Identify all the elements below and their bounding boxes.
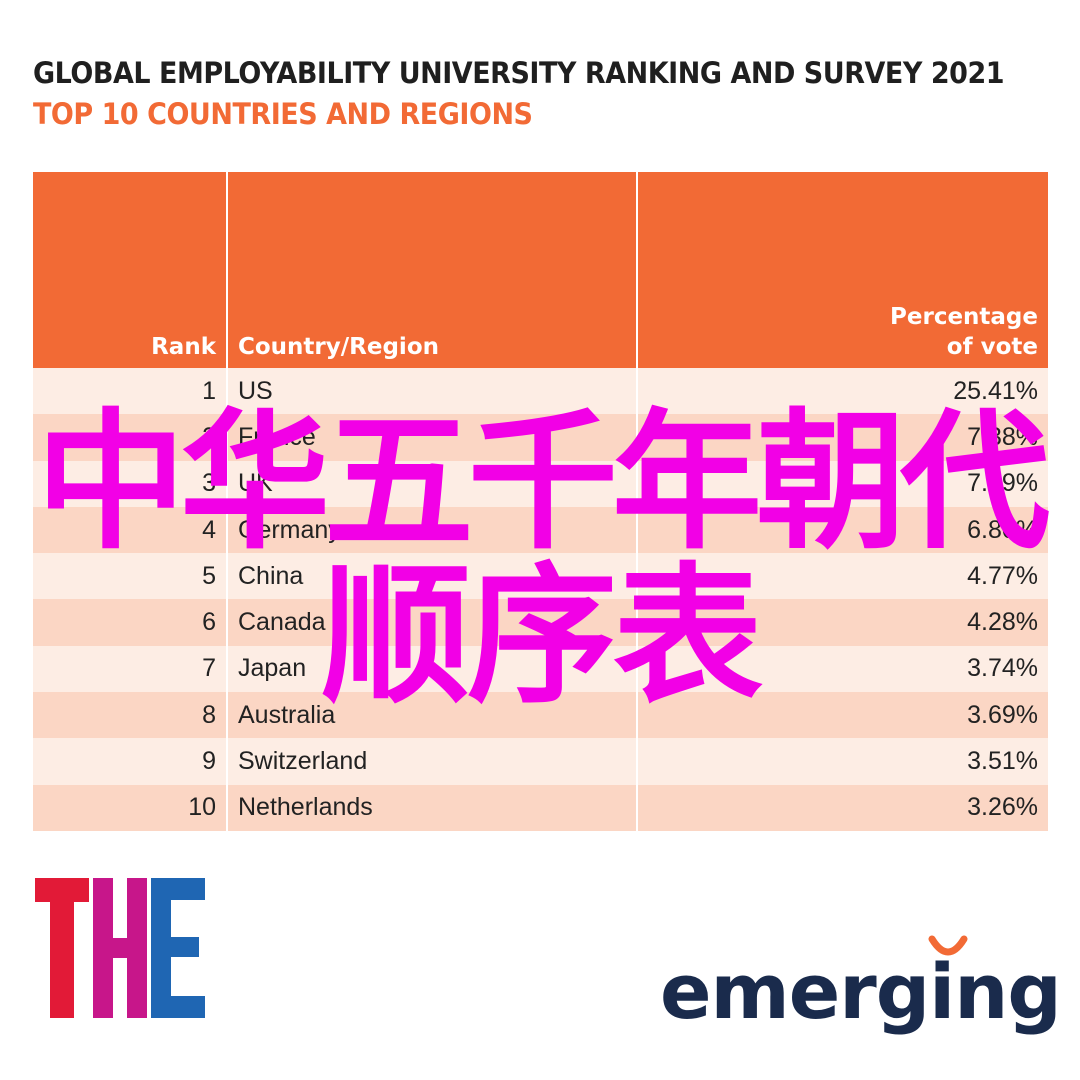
percentage-cell: 6.80% — [636, 506, 1048, 554]
country-cell: France — [226, 414, 636, 461]
the-t-stem — [50, 878, 74, 1018]
percentage-cell: 4.28% — [636, 599, 1048, 646]
rank-cell: 5 — [202, 561, 216, 590]
rank-cell: 9 — [202, 747, 216, 776]
table-row: 10 Netherlands 3.26% — [33, 784, 1048, 831]
rank-cell: 10 — [188, 793, 216, 822]
country-cell: UK — [226, 460, 636, 507]
table-row: 2 France 7.38% — [33, 414, 1048, 461]
table-row: 6 Canada 4.28% — [33, 599, 1048, 646]
country-cell: China — [226, 553, 636, 600]
table-row: 9 Switzerland 3.51% — [33, 738, 1048, 785]
emerging-smile-icon — [928, 935, 968, 956]
the-e-bottom — [151, 996, 205, 1018]
the-e-top — [151, 878, 205, 900]
rank-cell: 3 — [202, 469, 216, 498]
country-cell: Japan — [226, 645, 636, 693]
percentage-cell: 3.74% — [636, 645, 1048, 693]
header-percentage-label: Percentage of vote — [890, 304, 1038, 360]
table-row: 1 US 25.41% — [33, 368, 1048, 415]
ranking-table: Rank Country/Region Percentage of vote 1… — [33, 172, 1048, 831]
percentage-cell: 3.69% — [636, 692, 1048, 739]
the-h-bar — [93, 938, 147, 958]
the-logo: T H E — [35, 878, 205, 1018]
percentage-cell: 25.41% — [636, 368, 1048, 415]
smile-path — [928, 935, 968, 956]
table-row: 3 UK 7.29% — [33, 460, 1048, 507]
rank-cell: 7 — [202, 654, 216, 683]
the-letter-e: E — [151, 878, 205, 1018]
table-row: 4 Germany 6.80% — [33, 506, 1048, 554]
the-letter-t: T — [35, 878, 89, 1018]
percentage-cell: 3.51% — [636, 738, 1048, 785]
table-header: Rank Country/Region Percentage of vote — [33, 172, 1048, 368]
header-percentage: Percentage of vote — [636, 172, 1048, 368]
the-letter-h: H — [93, 878, 147, 1018]
country-cell: US — [226, 368, 636, 415]
the-h-glyph: H — [120, 1013, 121, 1015]
table-row: 8 Australia 3.69% — [33, 692, 1048, 739]
country-cell: Netherlands — [226, 784, 636, 831]
rank-cell: 4 — [202, 515, 216, 544]
percentage-cell: 7.29% — [636, 460, 1048, 507]
percentage-cell: 3.26% — [636, 784, 1048, 831]
table-row: 7 Japan 3.74% — [33, 645, 1048, 693]
table-body: 1 US 25.41% 2 France 7.38% 3 UK 7.29% 4 Germany 6.8… — [33, 368, 1048, 831]
percentage-cell: 7.38% — [636, 414, 1048, 461]
chart-subtitle: TOP 10 COUNTRIES AND REGIONS — [33, 97, 533, 131]
percentage-cell: 4.77% — [636, 553, 1048, 600]
country-cell: Germany — [226, 506, 636, 554]
header-country: Country/Region — [226, 172, 636, 368]
rank-cell: 2 — [202, 422, 216, 451]
rank-cell: 6 — [202, 608, 216, 637]
rank-cell: 1 — [202, 376, 216, 405]
rank-cell: 8 — [202, 700, 216, 729]
chart-title: GLOBAL EMPLOYABILITY UNIVERSITY RANKING … — [33, 56, 1005, 90]
country-cell: Australia — [226, 692, 636, 739]
emerging-logo: emerging — [660, 935, 1062, 1040]
the-e-mid — [151, 937, 199, 957]
country-cell: Switzerland — [226, 738, 636, 785]
country-cell: Canada — [226, 599, 636, 646]
table-row: 5 China 4.77% — [33, 553, 1048, 600]
emerging-wordmark: emerging — [660, 947, 1062, 1036]
header-rank: Rank — [33, 172, 226, 368]
